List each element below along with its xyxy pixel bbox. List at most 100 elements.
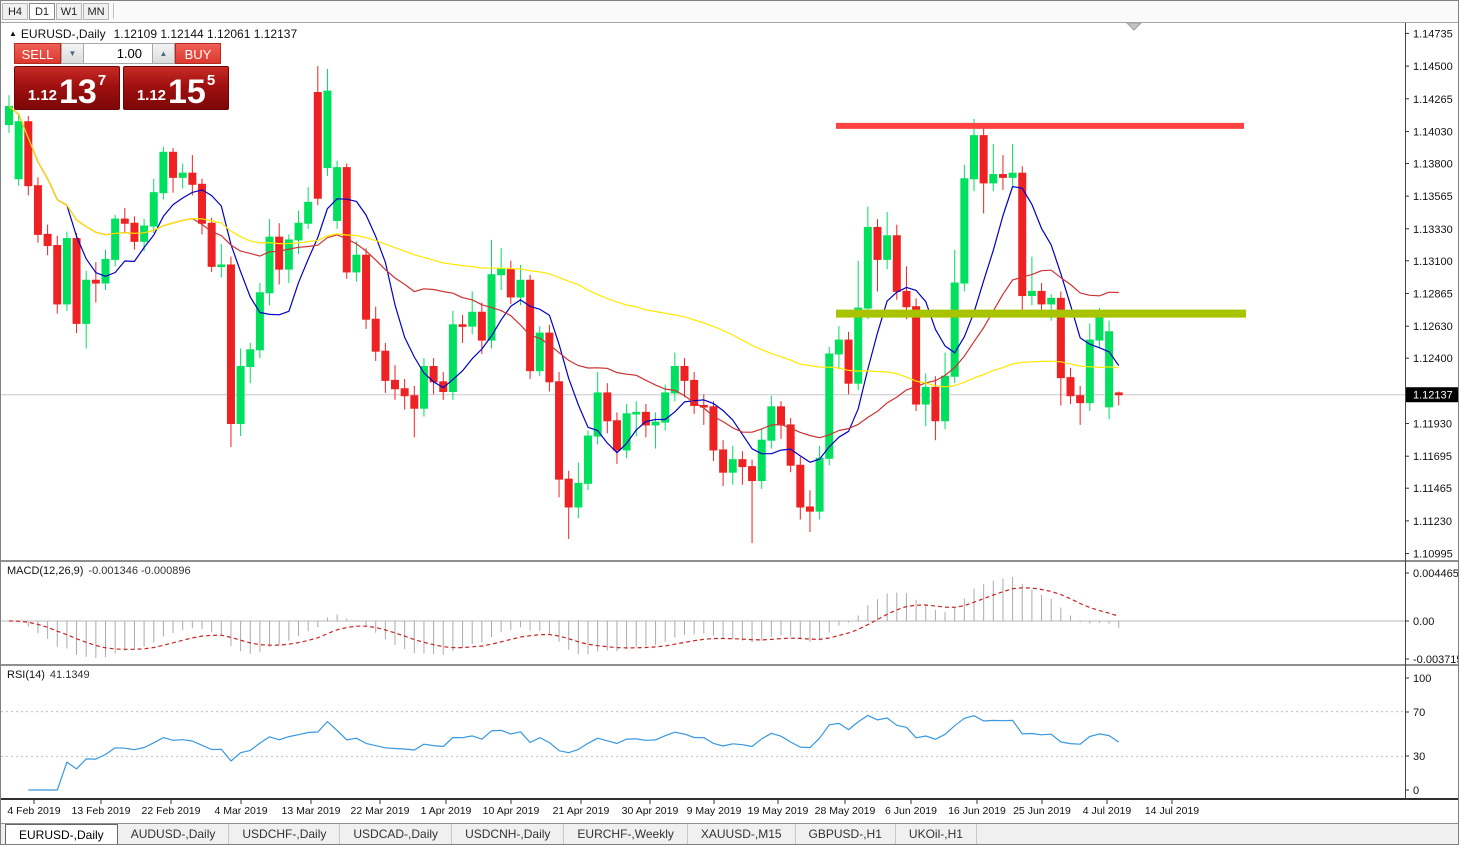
price-tick-label: 1.14500 [1413, 61, 1453, 73]
macd-name: MACD(12,26,9) [7, 565, 84, 577]
rsi-tick-label: 30 [1413, 751, 1425, 763]
candle-body [14, 121, 23, 180]
chart-tab-ukoil-h1[interactable]: UKOil-,H1 [896, 824, 977, 844]
volume-decrease-button[interactable]: ▼ [61, 43, 84, 64]
candle-body [130, 222, 139, 242]
timeframe-button-h4[interactable]: H4 [2, 3, 28, 20]
candle-body [960, 178, 969, 284]
candle-body [970, 135, 978, 180]
candle-body [255, 292, 264, 351]
candle-body [728, 459, 737, 473]
candle-body [979, 135, 988, 184]
macd-tick-label: 0.00 [1413, 616, 1434, 628]
rsi-indicator-label: RSI(14) 41.1349 [7, 669, 90, 681]
candle-body [680, 365, 689, 381]
volume-field-box [84, 43, 152, 64]
candle-body [786, 424, 795, 466]
candle-body [506, 268, 515, 298]
chart-title: ▲ EURUSD-,Daily 1.12109 1.12144 1.12061 1.… [9, 27, 297, 41]
date-tick-label: 4 Jul 2019 [1083, 805, 1132, 817]
chart-shift-marker-icon[interactable] [1125, 22, 1143, 31]
rsi-value: 41.1349 [49, 669, 90, 681]
candle-body [950, 282, 959, 377]
chart-tab-gbpusd-h1[interactable]: GBPUSD-,H1 [796, 824, 896, 844]
candle-body [1085, 339, 1094, 404]
candle-body [526, 279, 535, 372]
chart-tab-eurchf-weekly[interactable]: EURCHF-,Weekly [564, 824, 688, 844]
price-tick-label: 1.12630 [1413, 321, 1453, 333]
candle-body [188, 172, 197, 185]
timeframe-button-mn[interactable]: MN [83, 3, 109, 20]
price-tick-label: 1.13565 [1413, 191, 1453, 203]
price-axis[interactable]: 1.14735 1.14500 1.14265 1.14030 1.13800 1.135… [1405, 23, 1459, 799]
price-tick-label: 1.12865 [1413, 288, 1453, 300]
candle-body [120, 218, 129, 224]
candle-body [863, 226, 872, 309]
candle-body [719, 449, 728, 473]
chart-symbol-label: EURUSD-,Daily [20, 27, 106, 41]
sell-price-tile[interactable]: 1.12 13 7 [14, 66, 120, 110]
candle-body [1114, 392, 1123, 396]
timeframe-button-w1[interactable]: W1 [56, 3, 82, 20]
candle-body [362, 254, 371, 320]
candle-body [593, 392, 602, 437]
chart-tab-usdchf-daily[interactable]: USDCHF-,Daily [229, 824, 341, 844]
candles-layer [5, 66, 1123, 544]
candle-body [72, 238, 81, 324]
chart-tab-eurusd-daily[interactable]: EURUSD-,Daily [5, 824, 118, 844]
candle-body [612, 420, 621, 451]
candle-body [323, 90, 332, 169]
candle-body [1076, 395, 1085, 404]
candle-body [333, 167, 342, 221]
ma-line-60 [8, 105, 1119, 388]
chart-tab-bar: EURUSD-,Daily AUDUSD-,Daily USDCHF-,Daily U… [1, 823, 1458, 844]
macd-signal-line [8, 587, 1119, 650]
candle-body [62, 238, 71, 305]
collapse-panel-icon[interactable]: ▲ [9, 29, 17, 38]
chart-tab-xauusd-m15[interactable]: XAUUSD-,M15 [688, 824, 796, 844]
candle-body [516, 279, 525, 298]
chart-tab-usdcnh-daily[interactable]: USDCNH-,Daily [452, 824, 565, 844]
date-tick-label: 13 Mar 2019 [282, 805, 341, 817]
rsi-line [28, 714, 1120, 791]
candle-body [1027, 290, 1036, 297]
rsi-tick-label: 100 [1413, 673, 1431, 685]
candle-body [912, 306, 921, 405]
buy-button[interactable]: BUY [175, 43, 221, 64]
price-tick-label: 1.14265 [1413, 94, 1453, 106]
candle-body [477, 311, 486, 341]
rsi-tick-label: 0 [1413, 785, 1419, 797]
candle-body [217, 264, 226, 268]
candle-body [159, 151, 168, 194]
chart-tab-audusd-daily[interactable]: AUDUSD-,Daily [118, 824, 230, 844]
candle-body [1037, 290, 1046, 305]
candle-body [545, 332, 554, 383]
chart-tab-usdcad-daily[interactable]: USDCAD-,Daily [340, 824, 453, 844]
rsi-panel-separator[interactable] [1, 664, 1459, 666]
candle-body [574, 482, 583, 508]
date-axis[interactable]: 4 Feb 2019 13 Feb 2019 22 Feb 2019 4 Mar 20… [7, 800, 1199, 817]
macd-indicator-label: MACD(12,26,9) -0.001346 -0.000896 [7, 565, 191, 577]
candle-body [777, 406, 785, 426]
volume-input[interactable] [84, 44, 152, 63]
date-tick-label: 21 Apr 2019 [553, 805, 610, 817]
chart-ohlc-values: 1.12109 1.12144 1.12061 1.12137 [113, 27, 298, 41]
timeframe-button-d1[interactable]: D1 [29, 3, 55, 20]
candle-body [198, 183, 206, 224]
buy-price-tile[interactable]: 1.12 15 5 [123, 66, 229, 110]
candle-body [641, 411, 650, 426]
candle-body [24, 121, 33, 187]
candle-body [622, 413, 631, 451]
candle-body [497, 268, 506, 276]
chevron-up-icon: ▲ [159, 49, 168, 58]
candle-body [805, 506, 814, 512]
candle-body [1018, 172, 1027, 297]
candle-body [43, 233, 52, 246]
candle-body [178, 172, 187, 178]
volume-increase-button[interactable]: ▲ [152, 43, 175, 64]
rsi-tick-label: 70 [1413, 707, 1425, 719]
sell-button[interactable]: SELL [14, 43, 61, 64]
macd-panel-separator[interactable] [1, 560, 1459, 562]
